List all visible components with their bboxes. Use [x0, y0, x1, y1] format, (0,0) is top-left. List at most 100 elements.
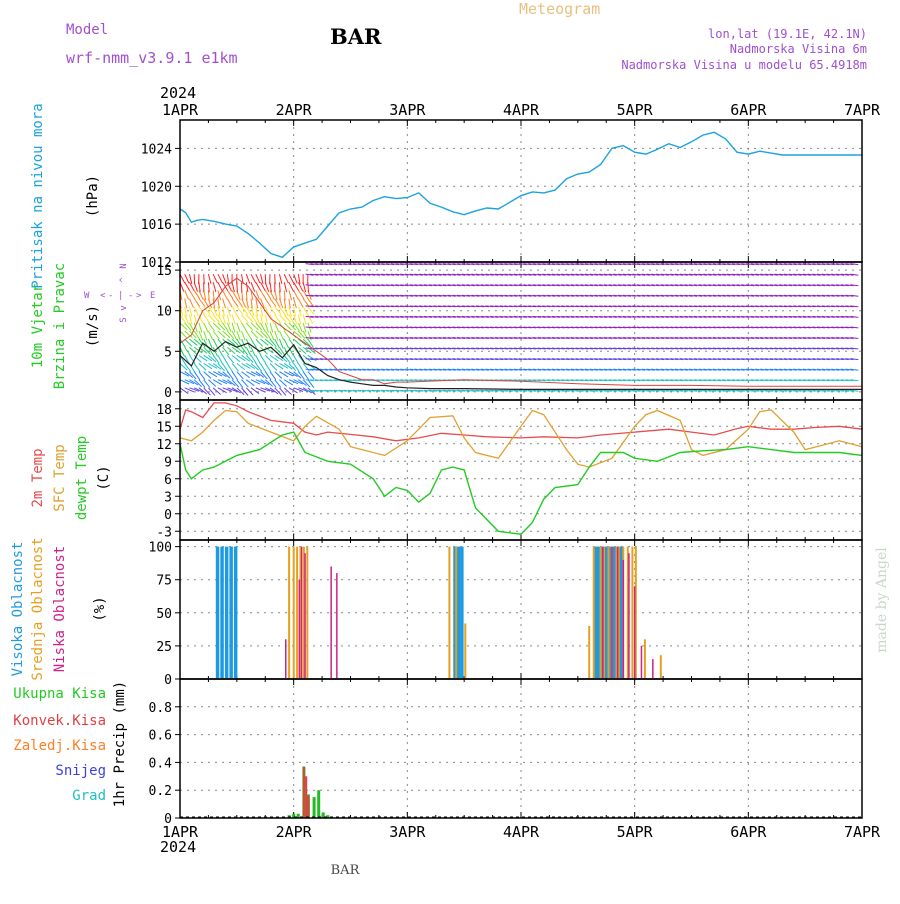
wind-arrow: [227, 363, 232, 372]
wind-arrow: [223, 363, 228, 371]
precip-ytick-label: 0: [164, 812, 172, 827]
wind-arrow: [265, 339, 273, 345]
wind-arrow: [261, 355, 266, 363]
wind-arrow: [242, 323, 247, 332]
cloud-bar: [285, 639, 287, 678]
cloud-bar: [634, 586, 636, 678]
wind-arrow: [298, 363, 303, 372]
wind-arrow: [270, 307, 276, 315]
elevation-text: Nadmorska Visina 6m: [730, 42, 867, 56]
compass-arrow-right: >: [136, 291, 142, 301]
wind-arrow: [294, 355, 299, 364]
wind-arrow: [298, 299, 303, 308]
cloud-bar: [220, 547, 224, 678]
wind-arrow: [294, 363, 300, 371]
cloud-ytick-label: 100: [149, 541, 172, 556]
cloud-bar: [234, 547, 238, 678]
wind-arrow: [256, 274, 260, 283]
bottom-x-label: 2APR: [276, 823, 313, 841]
cloud-bar: [628, 553, 630, 678]
precip-bar: [307, 796, 309, 818]
wind-arrow: [251, 274, 256, 283]
wind-ytick-label: 10: [156, 305, 172, 320]
precip-ytick-label: 0.6: [149, 729, 172, 744]
cloud-bar: [611, 547, 613, 678]
cloud-bar: [301, 547, 303, 678]
precip-ytick-label: 0.4: [149, 756, 173, 771]
wind-arrow: [279, 339, 283, 348]
wind-arrow: [208, 331, 212, 340]
temp-ytick-label: 9: [164, 455, 172, 470]
wind-arrow: [275, 339, 280, 348]
t2m-label: 2m Temp: [30, 448, 46, 507]
wind-arrow: [218, 347, 223, 356]
pressure-side-labels: Pritisak na nivou mora (hPa): [30, 103, 101, 288]
wind-arrow: [208, 323, 214, 331]
compass-e: E: [150, 291, 155, 301]
wind-arrow: [246, 274, 249, 283]
wind-arrow: [194, 299, 200, 307]
cloud-mid-label: Srednja Oblacnost: [30, 537, 46, 680]
top-x-label: 7APR: [844, 101, 881, 119]
cloud-frame: [180, 540, 862, 679]
cloud-ytick-label: 75: [156, 574, 172, 589]
wind-arrow: [242, 331, 246, 340]
top-x-label: 3APR: [389, 101, 426, 119]
wind-frame: [180, 262, 862, 400]
precip-unit: 1hr Precip (mm): [112, 681, 128, 807]
wind-arrow: [189, 290, 194, 298]
cloud-bar: [652, 659, 654, 678]
dew-label: dewpt Temp: [74, 436, 90, 520]
cloud-bar: [455, 547, 457, 678]
wind-ytick-label: 15: [156, 264, 172, 279]
wind-arrow: [204, 323, 208, 332]
cloud-bar: [619, 547, 623, 678]
wind-arrow: [289, 282, 293, 291]
wind-arrow: [204, 315, 210, 323]
temp-ytick-label: 18: [156, 403, 172, 418]
cloud-bar: [617, 547, 619, 678]
wind-arrow: [251, 355, 256, 363]
model-elevation-text: Nadmorska Visina u modelu 65.4918m: [621, 58, 867, 72]
cloud-bar: [330, 567, 332, 679]
cloud-bar: [336, 573, 338, 678]
wind-arrow: [308, 315, 313, 324]
wind-arrow: [199, 355, 207, 361]
compass-n: N: [119, 263, 129, 268]
model-name: wrf-nmm_v3.9.1 e1km: [66, 49, 238, 67]
cloud-high-label: Visoka Oblacnost: [10, 542, 26, 677]
temp-ytick-label: -3: [156, 525, 172, 540]
bottom-x-label: 5APR: [617, 823, 654, 841]
wind-arrow: [218, 282, 223, 291]
temp-ytick-label: 6: [164, 473, 172, 488]
wind-arrow: [213, 339, 218, 348]
wind-arrow: [251, 380, 260, 384]
wind-arrow: [308, 372, 314, 380]
lonlat-text: lon,lat (19.1E, 42.1N): [708, 27, 867, 41]
wind-arrow: [265, 372, 271, 380]
top-year-label: 2024: [160, 84, 196, 102]
footer-station: BAR: [331, 863, 361, 878]
cloud-bar: [306, 547, 308, 678]
top-x-label: 6APR: [730, 101, 767, 119]
wind-arrow: [227, 290, 233, 298]
temp-ytick-label: 15: [156, 420, 172, 435]
wind-arrow: [265, 274, 266, 284]
wind-vectors: [180, 264, 858, 396]
cloud-bar: [293, 547, 295, 678]
cloud-bar: [225, 547, 229, 678]
wind-arrow: [180, 363, 187, 370]
wind-arrow: [204, 331, 207, 340]
wind-side-labels: 10m Vjetar Brzina i Pravac (m/s) W < - |…: [30, 263, 155, 389]
cloud-bar: [304, 553, 306, 678]
wind-arrow: [298, 282, 302, 291]
precip-bar: [303, 767, 305, 818]
cloud-bar: [464, 623, 466, 678]
wind-arrow: [298, 290, 304, 298]
wind-label-2: Brzina i Pravac: [52, 263, 68, 389]
wind-arrow: [256, 282, 261, 291]
